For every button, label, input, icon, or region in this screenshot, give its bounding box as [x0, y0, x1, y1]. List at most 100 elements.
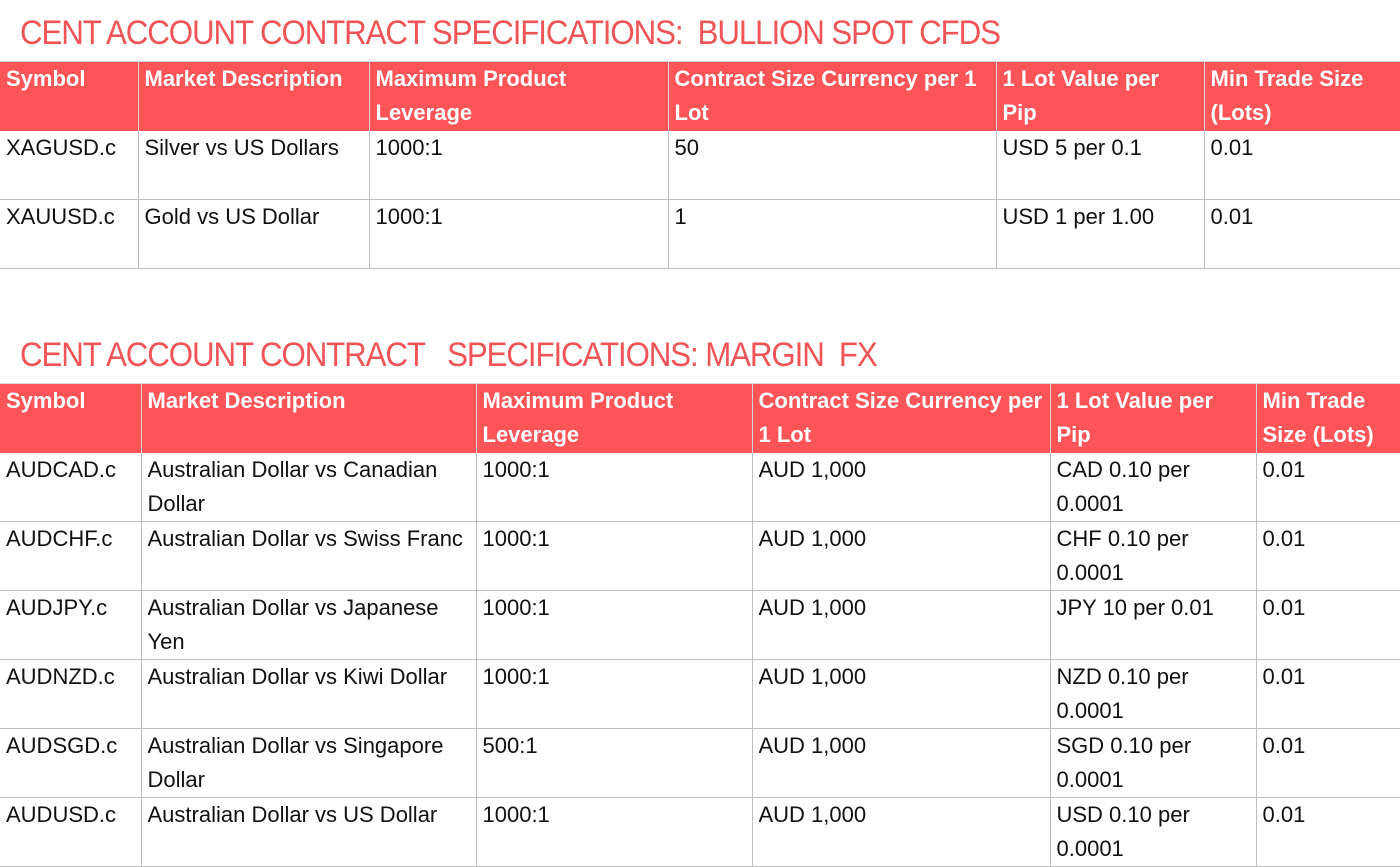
cell-text: AUD 1,000 — [759, 522, 1044, 590]
cell-text: 1000:1 — [483, 522, 746, 590]
cell-text: Australian Dollar vs Japanese Yen — [148, 591, 470, 659]
pip-value-cell: USD 1 per 1.00 — [996, 200, 1204, 269]
cell-text: AUD 1,000 — [759, 453, 1044, 521]
cell-text: USD 0.10 per 0.0001 — [1057, 798, 1250, 866]
table-header-row: Symbol Market Description Maximum Produc… — [0, 62, 1400, 131]
cell-text: 1000:1 — [376, 131, 662, 199]
min-trade-size-cell: 0.01 — [1256, 591, 1400, 660]
header-lot-value-per-pip: 1 Lot Value per Pip — [996, 62, 1204, 131]
pip-value-cell: USD 0.10 per 0.0001 — [1050, 798, 1256, 867]
pip-value-cell: JPY 10 per 0.01 — [1050, 591, 1256, 660]
cell-text: AUD 1,000 — [759, 591, 1044, 659]
cell-text: Australian Dollar vs Kiwi Dollar — [148, 660, 470, 728]
market-description-cell: Australian Dollar vs Swiss Franc — [141, 522, 476, 591]
contract-size-cell: 1 — [668, 200, 996, 269]
symbol-cell: AUDNZD.c — [0, 660, 141, 729]
header-lot-value-per-pip: 1 Lot Value per Pip — [1050, 384, 1256, 453]
pip-value-cell: NZD 0.10 per 0.0001 — [1050, 660, 1256, 729]
margin-fx-spec-table: Symbol Market Description Maximum Produc… — [0, 383, 1400, 867]
leverage-cell: 1000:1 — [369, 200, 668, 269]
bullion-section-title: CENT ACCOUNT CONTRACT SPECIFICATIONS: BU… — [20, 14, 1000, 53]
cell-text: CAD 0.10 per 0.0001 — [1057, 453, 1250, 521]
market-description-cell: Gold vs US Dollar — [138, 200, 369, 269]
header-symbol: Symbol — [0, 384, 141, 453]
symbol-cell: AUDJPY.c — [0, 591, 141, 660]
header-contract-size: Contract Size Currency per 1 Lot — [668, 62, 996, 131]
symbol-cell: AUDSGD.c — [0, 729, 141, 798]
leverage-cell: 1000:1 — [476, 660, 752, 729]
cell-text: Silver vs US Dollars — [145, 131, 363, 199]
symbol-cell: AUDCHF.c — [0, 522, 141, 591]
cell-text: 0.01 — [1263, 660, 1400, 728]
cell-text: Australian Dollar vs US Dollar — [148, 798, 470, 866]
min-trade-size-cell: 0.01 — [1204, 200, 1400, 269]
market-description-cell: Australian Dollar vs Japanese Yen — [141, 591, 476, 660]
cell-text: Australian Dollar vs Swiss Franc — [148, 522, 470, 590]
pip-value-cell: USD 5 per 0.1 — [996, 131, 1204, 200]
cell-text: 500:1 — [483, 729, 746, 797]
cell-text: USD 1 per 1.00 — [1003, 200, 1198, 268]
cell-text: 1000:1 — [376, 200, 662, 268]
min-trade-size-cell: 0.01 — [1256, 660, 1400, 729]
min-trade-size-cell: 0.01 — [1256, 453, 1400, 522]
cell-text: 1000:1 — [483, 660, 746, 728]
contract-size-cell: AUD 1,000 — [752, 453, 1050, 522]
leverage-cell: 500:1 — [476, 729, 752, 798]
symbol-cell: AUDCAD.c — [0, 453, 141, 522]
cell-text: AUDNZD.c — [6, 660, 135, 728]
contract-size-cell: AUD 1,000 — [752, 798, 1050, 867]
cell-text: JPY 10 per 0.01 — [1057, 591, 1250, 659]
pip-value-cell: SGD 0.10 per 0.0001 — [1050, 729, 1256, 798]
cell-text: SGD 0.10 per 0.0001 — [1057, 729, 1250, 797]
margin-fx-section-title: CENT ACCOUNT CONTRACT SPECIFICATIONS: MA… — [20, 336, 877, 375]
min-trade-size-cell: 0.01 — [1204, 131, 1400, 200]
header-maximum-leverage: Maximum Product Leverage — [369, 62, 668, 131]
cell-text: Australian Dollar vs Canadian Dollar — [148, 453, 470, 521]
cell-text: 0.01 — [1263, 798, 1400, 866]
header-market-description: Market Description — [138, 62, 369, 131]
contract-size-cell: AUD 1,000 — [752, 522, 1050, 591]
cell-text: Australian Dollar vs Singapore Dollar — [148, 729, 470, 797]
cell-text: 1 — [675, 200, 990, 268]
cell-text: XAUUSD.c — [6, 200, 132, 268]
symbol-cell: XAUUSD.c — [0, 200, 138, 269]
cell-text: 1000:1 — [483, 798, 746, 866]
header-symbol: Symbol — [0, 62, 138, 131]
min-trade-size-cell: 0.01 — [1256, 798, 1400, 867]
cell-text: 50 — [675, 131, 990, 199]
cell-text: 1000:1 — [483, 453, 746, 521]
cell-text: 1000:1 — [483, 591, 746, 659]
cell-text: 0.01 — [1263, 591, 1400, 659]
market-description-cell: Australian Dollar vs Canadian Dollar — [141, 453, 476, 522]
min-trade-size-cell: 0.01 — [1256, 522, 1400, 591]
min-trade-size-cell: 0.01 — [1256, 729, 1400, 798]
cell-text: 0.01 — [1263, 729, 1400, 797]
cell-text: AUD 1,000 — [759, 798, 1044, 866]
symbol-cell: XAGUSD.c — [0, 131, 138, 200]
market-description-cell: Australian Dollar vs Kiwi Dollar — [141, 660, 476, 729]
cell-text: 0.01 — [1263, 522, 1400, 590]
leverage-cell: 1000:1 — [476, 591, 752, 660]
cell-text: 0.01 — [1211, 200, 1400, 268]
cell-text: AUDSGD.c — [6, 729, 135, 797]
header-min-trade-size: Min Trade Size (Lots) — [1256, 384, 1400, 453]
header-contract-size: Contract Size Currency per 1 Lot — [752, 384, 1050, 453]
cell-text: AUDCHF.c — [6, 522, 135, 590]
header-min-trade-size: Min Trade Size (Lots) — [1204, 62, 1400, 131]
cell-text: AUD 1,000 — [759, 660, 1044, 728]
cell-text: AUDCAD.c — [6, 453, 135, 521]
market-description-cell: Australian Dollar vs US Dollar — [141, 798, 476, 867]
pip-value-cell: CHF 0.10 per 0.0001 — [1050, 522, 1256, 591]
table-header-row: Symbol Market Description Maximum Produc… — [0, 384, 1400, 453]
contract-size-cell: 50 — [668, 131, 996, 200]
header-maximum-leverage: Maximum Product Leverage — [476, 384, 752, 453]
market-description-cell: Australian Dollar vs Singapore Dollar — [141, 729, 476, 798]
